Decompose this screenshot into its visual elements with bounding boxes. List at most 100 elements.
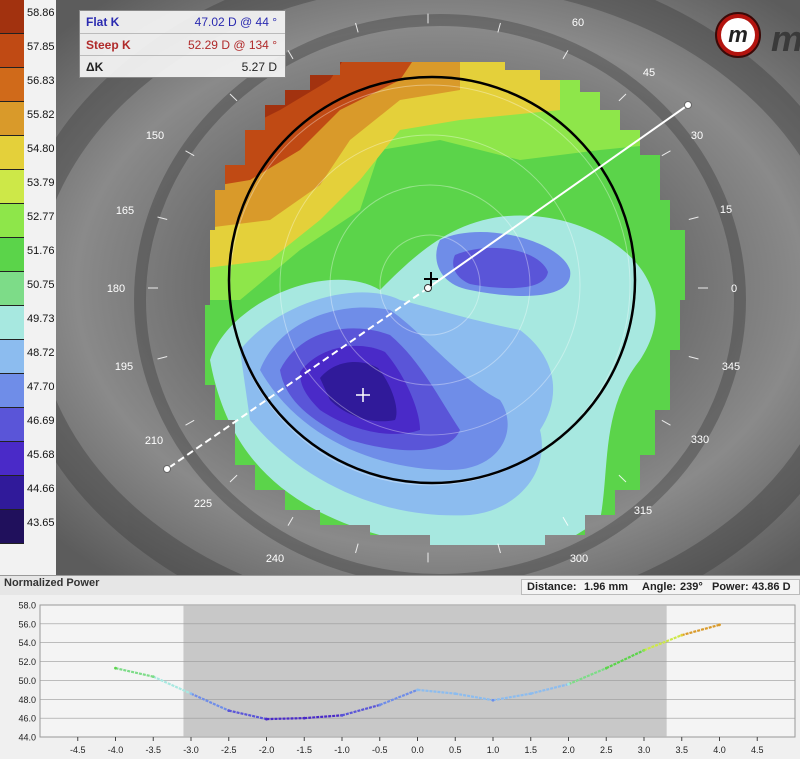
steep-k-value: 52.29 D @ 134 ° [187,38,277,52]
angle-label: 45 [643,67,655,79]
angle-label-readout: Angle: [642,581,677,593]
angle-label: 60 [572,17,584,29]
scale-entry: 53.79 [0,170,56,204]
profile-title: Normalized Power [4,577,100,589]
power-label: Power: [712,581,749,593]
meridian-line-dashed [166,287,429,470]
delta-k-label: ΔK [86,60,104,74]
angle-tick [185,150,195,157]
x-tick-label: 3.0 [638,745,651,755]
scale-label: 44.66 [27,483,55,495]
profile-segment [152,675,192,695]
scale-entry: 50.75 [0,272,56,306]
meridian-line [427,104,689,289]
scale-entry: 56.83 [0,68,56,102]
scale-label: 55.82 [27,109,55,121]
angle-value: 239° [680,581,703,593]
y-tick-label: 48.0 [18,695,36,705]
power-profile-chart[interactable]: 44.0 46.0 48.0 50.0 52.0 54.0 56.0 58.0 -4.5 -4.0… [0,595,800,759]
angle-label: 150 [146,130,164,142]
logo-text: m [771,18,800,59]
steep-k-label: Steep K [86,38,131,52]
profile-segment [681,623,720,637]
data-point [302,716,306,720]
data-point [114,666,117,670]
scale-entry: 51.76 [0,238,56,272]
angle-tick [229,93,238,102]
scale-entry: 46.69 [0,408,56,442]
scale-label: 56.83 [27,75,55,87]
scale-entry: 52.77 [0,204,56,238]
flat-k-label: Flat K [86,15,120,29]
x-tick-label: -4.5 [70,745,86,755]
pupil-circle [227,75,637,485]
data-point [340,713,344,717]
scale-swatch [0,204,24,238]
profile-segment [266,717,305,721]
scale-entry: 45.68 [0,442,56,476]
profile-segment [341,703,381,717]
angle-label: 195 [115,361,133,373]
angle-tick [618,93,627,102]
scale-swatch [0,510,24,544]
flat-k-value: 47.02 D @ 44 ° [194,15,277,29]
angle-label: 315 [634,505,652,517]
distance-label: Distance: [527,581,577,593]
angle-label: 165 [116,205,134,217]
angle-label: 225 [194,498,212,510]
scale-swatch [0,238,24,272]
y-tick-label: 50.0 [18,676,36,686]
scale-label: 50.75 [27,279,55,291]
scale-entry: 55.82 [0,102,56,136]
scale-entry: 44.66 [0,476,56,510]
y-tick-label: 56.0 [18,619,36,629]
data-point [227,709,231,712]
data-point [378,703,382,707]
profile-segment [530,683,569,695]
brand-logo: m m [715,12,800,59]
angle-tick [229,474,238,483]
angle-tick [355,22,359,33]
angle-label: 0 [731,283,737,295]
scale-swatch [0,102,24,136]
y-tick-label: 46.0 [18,714,36,724]
scale-label: 49.73 [27,313,55,325]
scale-label: 54.80 [27,143,55,155]
data-point [151,675,155,679]
x-tick-label: -4.0 [108,745,124,755]
profile-segment [643,634,683,652]
angle-tick [355,543,359,554]
profile-segment [568,667,607,686]
scale-label: 53.79 [27,177,55,189]
profile-header: Normalized Power Distance: 1.96 mm Angle… [0,575,800,596]
scale-label: 52.77 [27,211,55,223]
scale-entry: 54.80 [0,136,56,170]
topography-map[interactable]: 0 15 30 45 60 150 165 180 195 210 225 24… [0,0,800,575]
distance-value: 1.96 mm [584,581,629,593]
scale-swatch [0,136,24,170]
data-point [189,692,193,696]
angle-tick [185,419,195,426]
logo-glyph: m [728,22,748,47]
color-scale-legend: 58.86 57.85 56.83 55.82 54.80 53.79 52.77 51.76… [0,0,56,575]
vertex-marker [424,272,438,286]
delta-k-value: 5.27 D [241,60,277,74]
profile-segment [455,692,494,702]
angle-tick [157,216,168,221]
data-point [416,688,419,692]
profile-segment [190,692,230,712]
data-point [265,717,268,721]
steep-k-row: Steep K 52.29 D @ 134 ° [80,33,285,55]
angle-label: 345 [722,361,740,373]
scale-swatch [0,306,24,340]
scale-label: 45.68 [27,449,55,461]
scale-swatch [0,340,24,374]
scale-swatch [0,442,24,476]
x-tick-label: 2.0 [562,745,575,755]
y-tick-label: 52.0 [18,657,36,667]
shaded-region [183,605,667,737]
x-tick-label: -0.5 [372,745,388,755]
profile-segment [115,667,154,678]
scale-entry: 43.65 [0,510,56,544]
scale-entry: 58.86 [0,0,56,34]
